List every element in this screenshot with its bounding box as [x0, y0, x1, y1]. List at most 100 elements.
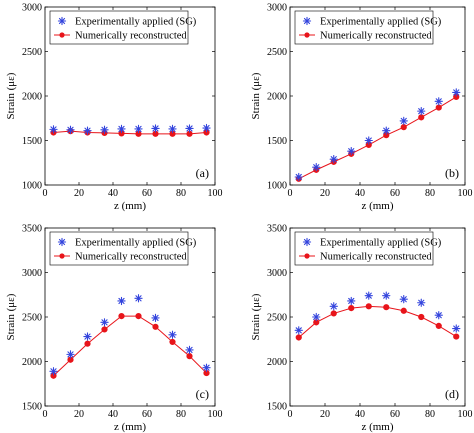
chart-panel-b: 0 20 40 60 80 100 1000 1500 2000 2500 3000 z (mm) St…	[250, 3, 473, 213]
numerical-point	[295, 334, 302, 341]
x-tick-label: 40	[355, 188, 365, 199]
asterisk-stroke	[330, 303, 337, 310]
numerical-series-line	[53, 315, 207, 377]
x-tick-label: 100	[208, 409, 223, 420]
asterisk-marker	[185, 345, 194, 355]
legend-label-numerical: Numerically reconstructed	[75, 31, 187, 42]
numerical-series-line	[298, 96, 457, 180]
x-tick-label: 0	[43, 188, 48, 199]
numerical-series-line	[298, 305, 457, 338]
x-tick-label: 80	[425, 409, 435, 420]
y-tick-label: 3000	[22, 3, 42, 14]
x-tick-label: 60	[142, 409, 152, 420]
asterisk-marker	[312, 312, 321, 322]
x-tick-label: 40	[108, 409, 118, 420]
x-tick-label: 20	[320, 188, 330, 199]
asterisk-stroke	[400, 117, 407, 125]
asterisk-stroke	[84, 127, 91, 134]
numerical-point	[453, 333, 460, 340]
asterisk-marker	[117, 124, 126, 134]
numerical-point	[348, 305, 355, 312]
asterisk-stroke	[101, 319, 108, 326]
numerical-point	[435, 322, 442, 329]
asterisk-stroke	[365, 137, 372, 144]
asterisk-marker	[434, 97, 443, 106]
numerical-point	[435, 104, 442, 111]
asterisk-stroke	[101, 126, 108, 133]
x-tick-label: 60	[390, 409, 400, 420]
asterisk-marker	[134, 124, 143, 134]
asterisk-marker	[434, 311, 443, 320]
numerical-series-line	[53, 130, 207, 135]
asterisk-marker	[117, 296, 126, 306]
y-tick-label: 1500	[267, 136, 287, 147]
legend-box	[294, 231, 434, 266]
x-tick-label: 20	[74, 409, 84, 420]
y-tick-label: 2500	[22, 313, 42, 324]
y-tick-label: 1000	[267, 181, 287, 192]
asterisk-stroke	[348, 148, 355, 155]
asterisk-marker	[151, 124, 160, 133]
x-tick-label: 0	[288, 409, 293, 420]
x-tick-label: 100	[208, 188, 223, 199]
asterisk-marker	[83, 332, 92, 341]
y-tick-label: 1000	[22, 181, 42, 192]
numerical-point	[383, 304, 390, 311]
x-axis-label: z (mm)	[114, 421, 146, 433]
numerical-point	[101, 326, 108, 333]
asterisk-stroke	[203, 124, 210, 132]
asterisk-marker	[168, 124, 177, 134]
asterisk-marker	[452, 88, 461, 97]
asterisk-stroke	[313, 313, 320, 321]
asterisk-stroke	[348, 297, 355, 305]
legend-label-experimental: Experimentally applied (SG)	[320, 17, 442, 28]
x-tick-label: 40	[355, 409, 365, 420]
asterisk-marker	[134, 294, 143, 303]
asterisk-stroke	[453, 89, 460, 96]
y-tick-label: 2000	[22, 357, 42, 368]
asterisk-stroke	[58, 238, 66, 246]
asterisk-marker	[382, 126, 391, 135]
asterisk-marker	[347, 147, 356, 156]
asterisk-stroke	[67, 351, 74, 358]
x-axis-label: z (mm)	[361, 200, 393, 212]
asterisk-stroke	[295, 327, 302, 334]
chart-panel-d: 0 20 40 60 80 100 1500 2000 2500 3000 3500 z (mm) St…	[250, 224, 473, 433]
numerical-point	[418, 313, 425, 321]
asterisk-marker	[66, 350, 75, 359]
asterisk-stroke	[152, 125, 159, 132]
y-tick-label: 3000	[267, 268, 287, 279]
asterisk-marker	[168, 330, 177, 339]
numerical-point	[365, 303, 372, 310]
asterisk-stroke	[383, 127, 390, 134]
asterisk-marker	[185, 124, 194, 133]
legend-label-numerical: Numerically reconstructed	[320, 252, 432, 263]
y-axis-label: Strain (με)	[5, 293, 17, 340]
asterisk-stroke	[203, 364, 210, 371]
y-tick-label: 2000	[267, 357, 287, 368]
asterisk-marker	[100, 125, 109, 134]
asterisk-marker	[382, 291, 391, 300]
asterisk-marker	[49, 367, 58, 376]
chart-panel-a: 0 20 40 60 80 100 1000 1500 2000 2500 3000 z (mm) St…	[5, 3, 223, 213]
chart-panel-c: 0 20 40 60 80 100 1500 2000 2500 3000 3500 z (mm) St…	[5, 224, 223, 433]
asterisk-stroke	[169, 331, 176, 338]
asterisk-marker	[202, 363, 211, 372]
asterisk-marker	[399, 295, 408, 304]
x-tick-label: 60	[142, 188, 152, 199]
asterisk-marker	[294, 326, 303, 335]
x-tick-label: 100	[458, 409, 473, 420]
asterisk-stroke	[330, 156, 337, 163]
numerical-point	[418, 114, 425, 121]
asterisk-marker	[202, 123, 211, 133]
asterisk-stroke	[135, 295, 142, 302]
asterisk-stroke	[365, 292, 372, 299]
y-tick-label: 3000	[22, 268, 42, 279]
numerical-point	[330, 310, 337, 317]
asterisk-marker	[302, 16, 312, 26]
y-tick-label: 1500	[22, 402, 42, 413]
asterisk-stroke	[186, 125, 193, 132]
asterisk-marker	[294, 172, 303, 182]
legend: Experimentally applied (SG) Numerically r…	[49, 231, 197, 266]
asterisk-stroke	[169, 125, 176, 133]
